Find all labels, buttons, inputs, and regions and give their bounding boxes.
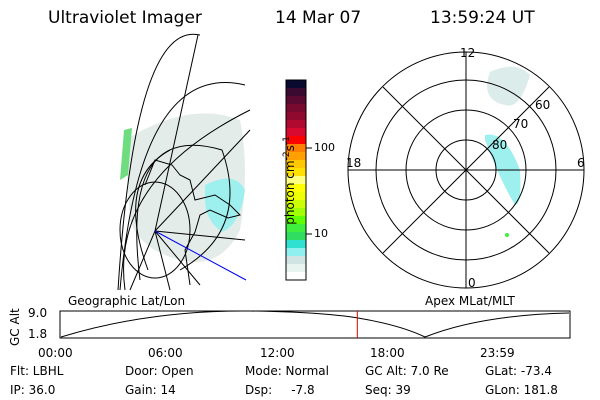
colorbar-band [286, 128, 306, 137]
geographic-title: Geographic Lat/Lon [68, 294, 186, 308]
geographic-map [117, 33, 251, 291]
unit-text: photon cm [283, 160, 297, 225]
xtick-1200: 12:00 [260, 346, 295, 360]
dsp-info: Dsp: -7.8 [245, 383, 315, 397]
colorbar-band [286, 104, 306, 113]
apex-title: Apex MLat/MLT [425, 294, 515, 308]
glat-info: GLat: -73.4 [485, 364, 552, 378]
colorbar-band [286, 120, 306, 129]
time-label: 13:59:24 UT [430, 8, 535, 28]
xtick-1800: 18:00 [370, 346, 405, 360]
colorbar-ticks [306, 147, 312, 235]
colorbar-band [286, 80, 306, 89]
colorbar-tick-10: 10 [314, 227, 328, 240]
colorbar-band [286, 112, 306, 121]
colorbar-band [286, 184, 306, 193]
polar-plot [347, 51, 585, 289]
timeline-ylabel: GC Alt [8, 308, 22, 346]
polar-label-18: 18 [346, 156, 362, 170]
ytick-max: 9.0 [28, 306, 48, 320]
colorbar-band [286, 272, 306, 281]
date-label: 14 Mar 07 [275, 8, 362, 28]
instrument-title: Ultraviolet Imager [48, 8, 202, 28]
unit-exp1: -2 [282, 151, 292, 161]
unit-exp2: -1 [282, 136, 292, 146]
ip-info: IP: 36.0 [10, 383, 56, 397]
polar-label-12: 12 [460, 46, 476, 60]
colorbar-band [286, 224, 306, 233]
colorbar-band [286, 136, 306, 145]
colorbar-label: photon cm-2s-1 [268, 136, 311, 240]
ring-label-70: 70 [513, 117, 529, 131]
ytick-min: 1.8 [28, 327, 48, 341]
colorbar-band [286, 248, 306, 257]
unit-s: s [283, 145, 297, 152]
colorbar-band [286, 216, 306, 225]
gc-alt-info: GC Alt: 7.0 Re [365, 364, 449, 378]
altitude-timeline [59, 310, 571, 339]
polar-label-0: 0 [468, 276, 476, 290]
seq-info: Seq: 39 [365, 383, 411, 397]
colorbar-band [286, 192, 306, 201]
colorbar-band [286, 96, 306, 105]
colorbar-band [286, 152, 306, 161]
colorbar-band [286, 176, 306, 185]
colorbar [286, 80, 306, 281]
colorbar-tick-100: 100 [314, 141, 335, 154]
colorbar-band [286, 144, 306, 153]
colorbar-band [286, 240, 306, 249]
mode-info: Mode: Normal [245, 364, 329, 378]
xtick-2359: 23:59 [480, 346, 515, 360]
colorbar-band [286, 88, 306, 97]
xtick-0600: 06:00 [148, 346, 183, 360]
colorbar-band [286, 208, 306, 217]
colorbar-band [286, 232, 306, 241]
gain-info: Gain: 14 [125, 383, 176, 397]
filter-info: Flt: LBHL [10, 364, 64, 378]
colorbar-band [286, 168, 306, 177]
xtick-0000: 00:00 [38, 346, 73, 360]
colorbar-band [286, 160, 306, 169]
door-info: Door: Open [125, 364, 194, 378]
ring-label-80: 80 [492, 138, 508, 152]
colorbar-band [286, 264, 306, 273]
colorbar-band [286, 256, 306, 265]
glon-info: GLon: 181.8 [485, 383, 558, 397]
ring-label-60: 60 [535, 98, 551, 112]
aurora-emission-geo [120, 113, 245, 262]
polar-label-6: 6 [577, 156, 585, 170]
colorbar-band [286, 200, 306, 209]
